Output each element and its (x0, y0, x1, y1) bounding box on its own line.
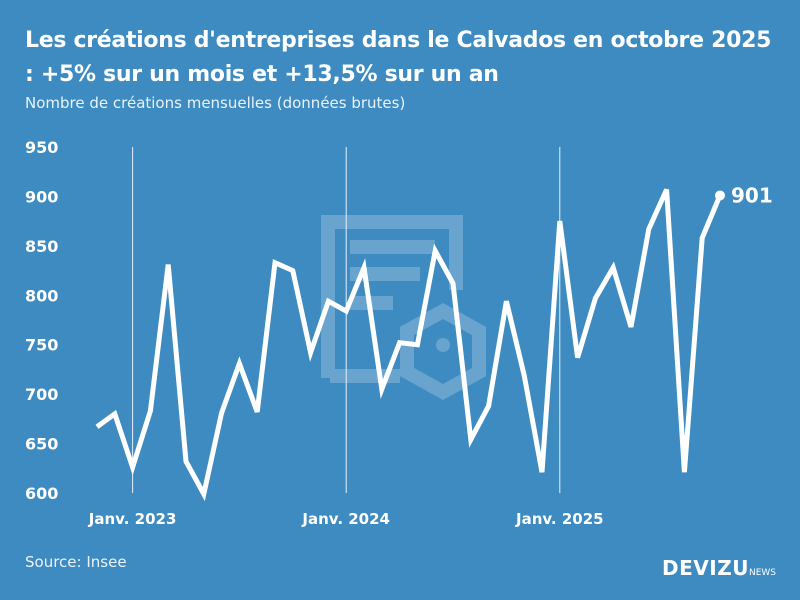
y-tick-label: 600 (25, 484, 58, 503)
source-note: Source: Insee (25, 553, 127, 571)
y-tick-label: 700 (25, 385, 58, 404)
y-tick-label: 750 (25, 336, 58, 355)
y-tick-label: 950 (25, 138, 58, 157)
x-tick-label: Janv. 2024 (301, 510, 390, 528)
y-tick-label: 800 (25, 286, 58, 305)
last-point (715, 190, 725, 201)
last-value-label: 901 (731, 183, 773, 207)
x-tick-label: Janv. 2023 (88, 510, 177, 528)
y-tick-label: 850 (25, 237, 58, 256)
y-tick-label: 650 (25, 435, 58, 454)
series-line (95, 188, 723, 502)
chart-title: Les créations d'entreprises dans le Calv… (25, 28, 772, 87)
y-tick-label: 900 (25, 187, 58, 206)
devizu-logo: DEVIZUNEWS (662, 556, 776, 580)
chart-subtitle: Nombre de créations mensuelles (données … (25, 94, 406, 112)
x-tick-label: Janv. 2025 (515, 510, 604, 528)
